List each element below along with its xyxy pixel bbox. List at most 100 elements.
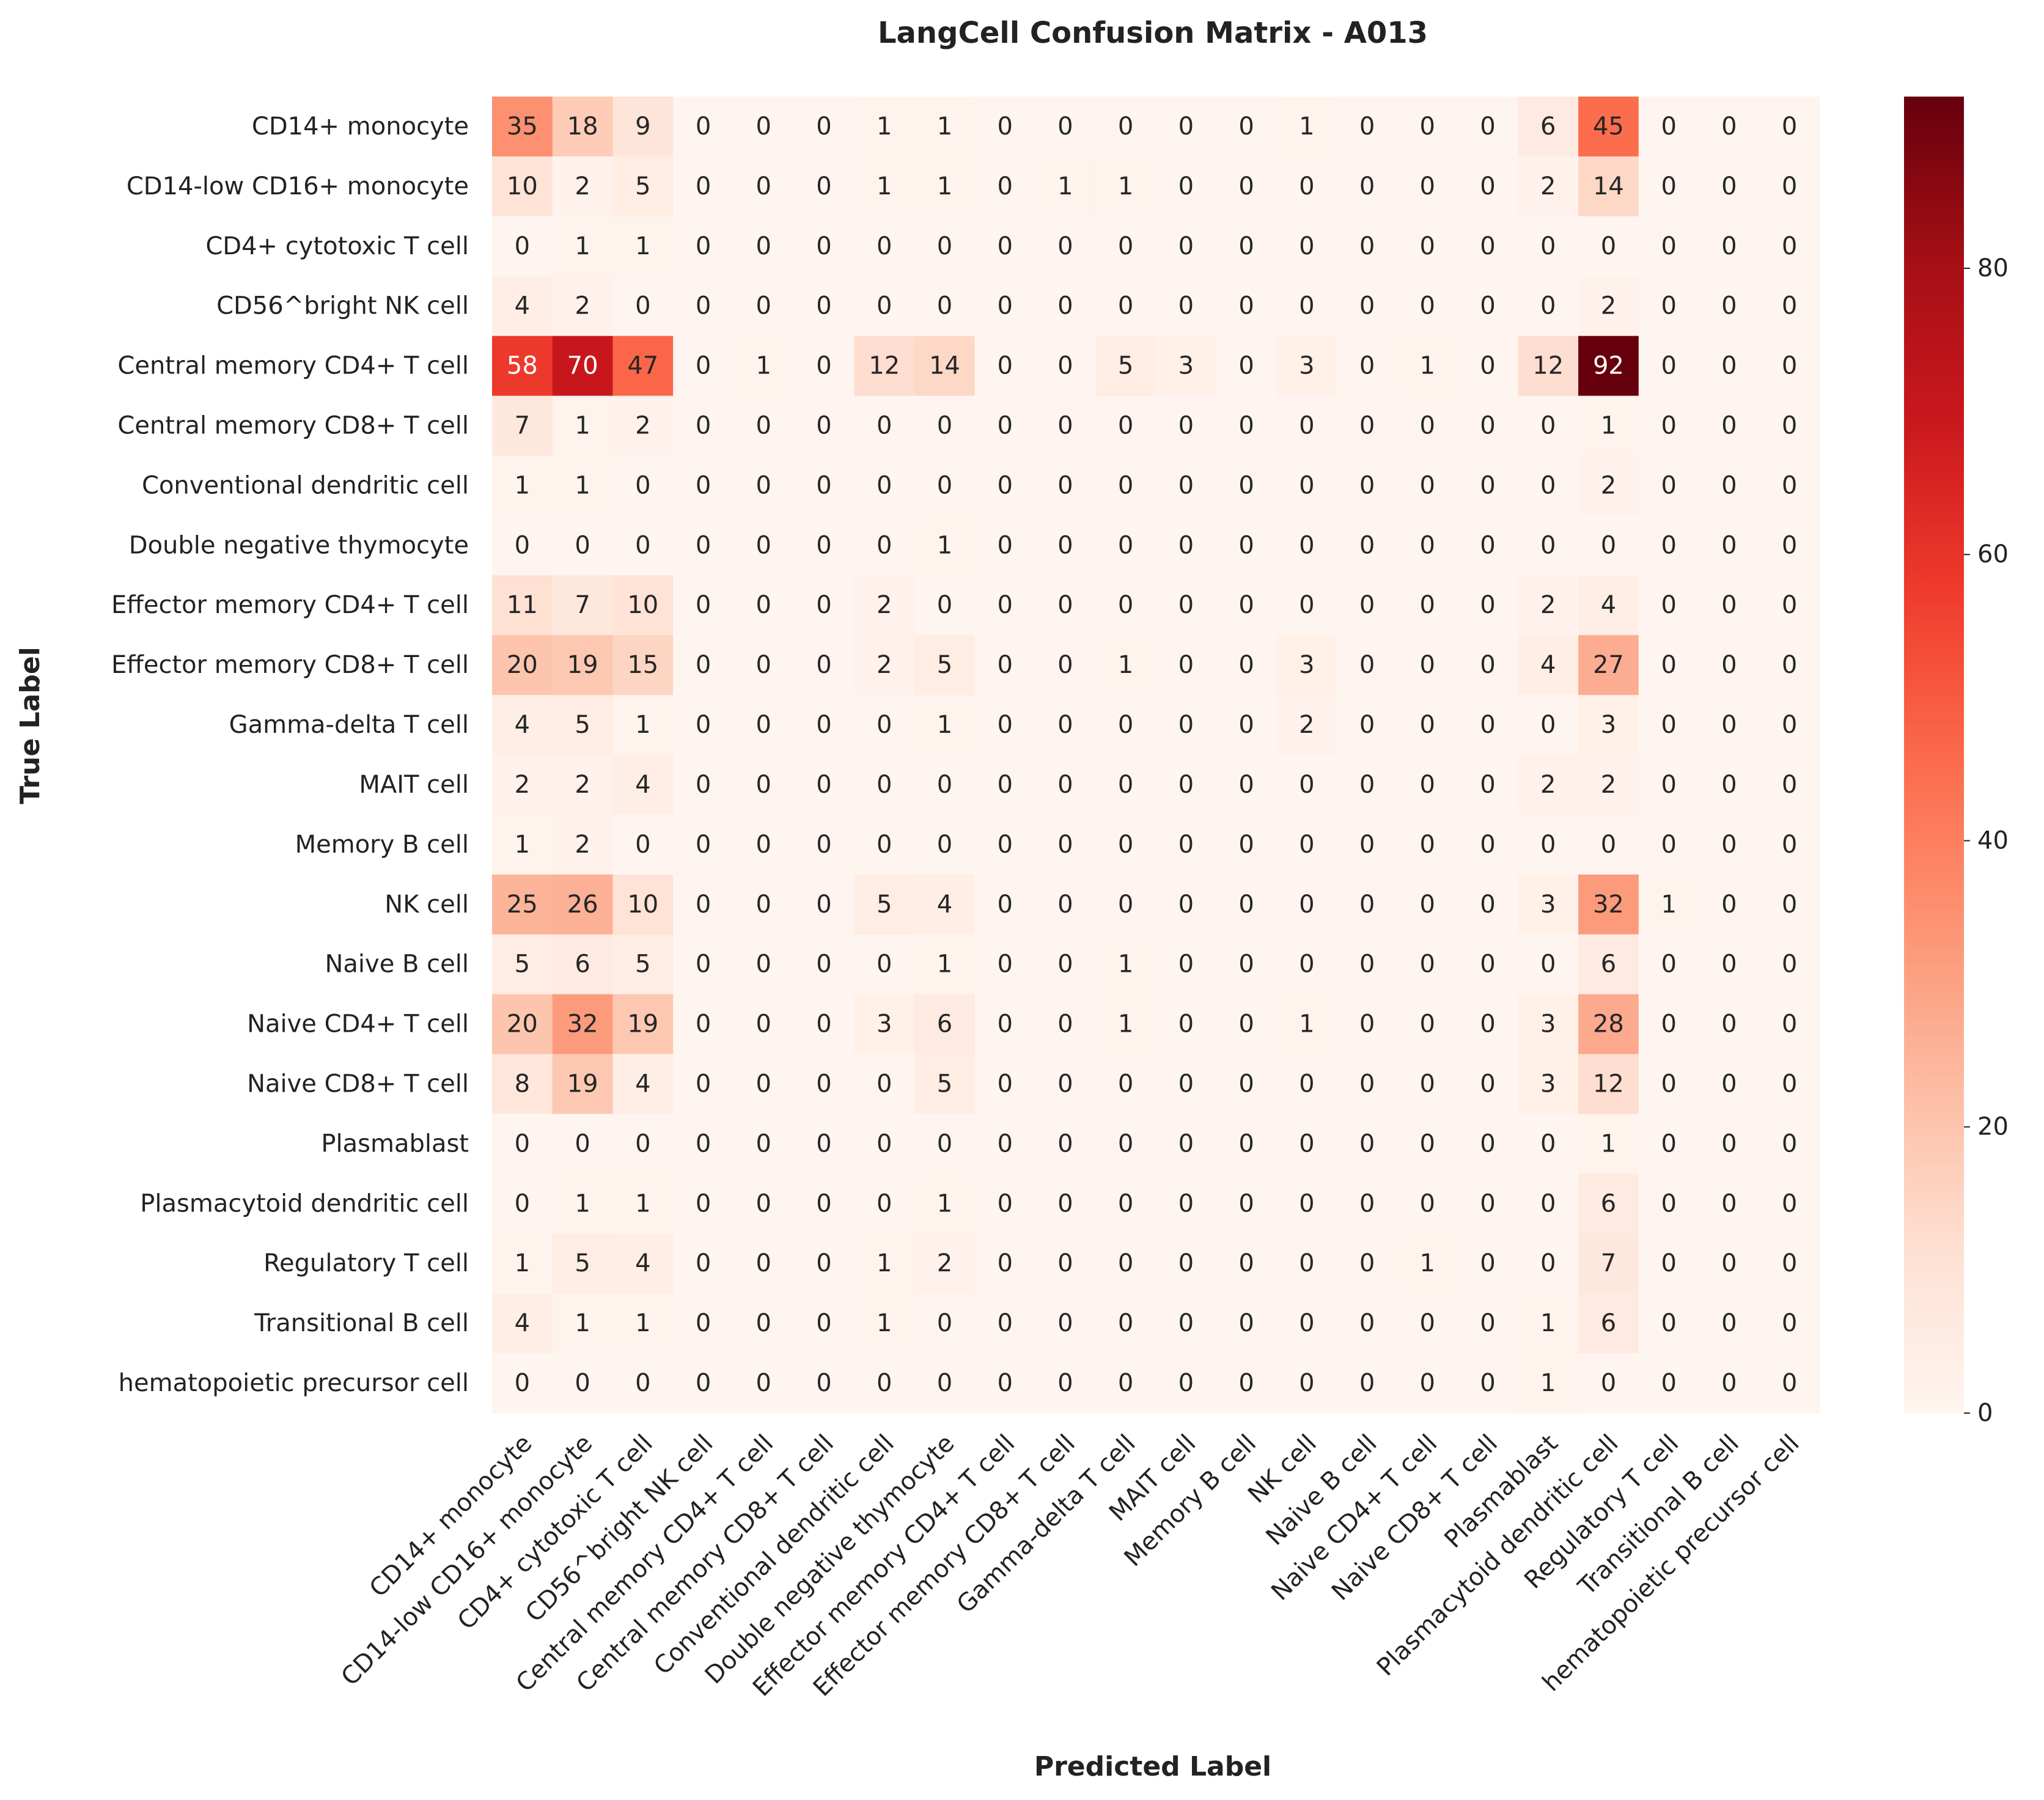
heatmap-cell (914, 635, 976, 696)
heatmap-cell-value: 1 (1057, 172, 1073, 200)
heatmap-cell-value: 0 (1480, 1189, 1495, 1218)
heatmap-cell (1457, 156, 1518, 217)
heatmap-cell-value: 6 (937, 1010, 952, 1038)
heatmap-cell (1518, 276, 1579, 337)
heatmap-cell (1035, 755, 1096, 815)
heatmap-cell (673, 1353, 734, 1414)
heatmap-cell-value: 0 (1118, 1309, 1133, 1337)
heatmap-cell-value: 2 (515, 771, 530, 799)
heatmap-cell-value: 3 (1540, 1010, 1556, 1038)
heatmap-cell (1518, 455, 1579, 516)
heatmap-cell (612, 1293, 674, 1354)
heatmap-cell-value: 1 (937, 112, 952, 141)
heatmap-cell (1457, 635, 1518, 696)
heatmap-cell (1216, 994, 1278, 1055)
heatmap-cell (1638, 336, 1700, 397)
heatmap-cell-value: 0 (1721, 1130, 1737, 1158)
heatmap-cell-value: 5 (937, 1070, 952, 1098)
heatmap-cell (1457, 1174, 1518, 1234)
heatmap-cell-value: 19 (567, 651, 598, 679)
heatmap-cell (1337, 1233, 1398, 1294)
heatmap-cell-value: 0 (997, 711, 1012, 739)
heatmap-cell-value: 0 (756, 1189, 771, 1218)
heatmap-cell-value: 6 (575, 950, 590, 979)
heatmap-cell-value: 0 (1721, 1249, 1737, 1277)
heatmap-cell (1337, 1353, 1398, 1414)
heatmap-cell-value: 0 (1661, 412, 1676, 440)
heatmap-cell (552, 575, 614, 636)
heatmap-cell (1699, 635, 1760, 696)
heatmap-cell (854, 1114, 915, 1174)
heatmap-cell (492, 1233, 553, 1294)
colorbar-gradient (1904, 97, 1964, 1413)
heatmap-cell (1518, 1174, 1579, 1234)
heatmap-cell-value: 0 (1661, 831, 1676, 859)
heatmap-cell-value: 0 (1178, 1010, 1194, 1038)
heatmap-cell-value: 1 (575, 232, 590, 260)
heatmap-cell (854, 156, 915, 217)
heatmap-cell-value: 0 (1178, 1249, 1194, 1277)
heatmap-cell-value: 0 (1782, 831, 1797, 859)
heatmap-cell-value: 0 (1178, 891, 1194, 919)
heatmap-cell-value: 0 (816, 412, 831, 440)
heatmap-cell (1216, 575, 1278, 636)
heatmap-cell (1035, 994, 1096, 1055)
heatmap-cell (1638, 97, 1700, 157)
heatmap-cell (673, 994, 734, 1055)
heatmap-cell (1518, 934, 1579, 995)
heatmap-cell (1518, 1233, 1579, 1294)
heatmap-cell-value: 1 (1420, 1249, 1435, 1277)
heatmap-cell (1156, 994, 1217, 1055)
heatmap-cell-value: 0 (756, 891, 771, 919)
heatmap-cell-value: 0 (696, 352, 711, 380)
heatmap-cell-value: 0 (1178, 1189, 1194, 1218)
heatmap-cell (1578, 515, 1639, 576)
heatmap-cell-value: 70 (567, 352, 598, 380)
heatmap-cell-value: 0 (1238, 1070, 1254, 1098)
heatmap-cell (1457, 455, 1518, 516)
heatmap-cell-value: 0 (1782, 651, 1797, 679)
heatmap-cell-value: 0 (696, 1070, 711, 1098)
heatmap-cell-value: 0 (515, 1189, 530, 1218)
heatmap-cell (1035, 575, 1096, 636)
row-tick-label: Naive B cell (325, 950, 469, 979)
heatmap-cell (793, 575, 855, 636)
heatmap-cell-value: 0 (1721, 112, 1737, 141)
heatmap-cell-value: 0 (1359, 1010, 1375, 1038)
heatmap-cell-value: 0 (1661, 1010, 1676, 1038)
heatmap-cell-value: 0 (1480, 651, 1495, 679)
heatmap-cell (1095, 276, 1156, 337)
heatmap-cell (1156, 276, 1217, 337)
heatmap-cell-value: 9 (635, 112, 650, 141)
heatmap-cell-value: 19 (627, 1010, 658, 1038)
heatmap-cell (1216, 1353, 1278, 1414)
heatmap-cell (1699, 934, 1760, 995)
heatmap-cell-value: 0 (1057, 831, 1073, 859)
heatmap-cell-value: 0 (1238, 950, 1254, 979)
heatmap-cell (1276, 97, 1337, 157)
heatmap-cell (1578, 1293, 1639, 1354)
heatmap-cell-value: 0 (696, 1130, 711, 1158)
heatmap-cell (914, 755, 976, 815)
heatmap-cell-value: 0 (696, 172, 711, 200)
heatmap-cell (733, 874, 795, 935)
heatmap-cell (1156, 515, 1217, 576)
heatmap-cell-labels: 35 18 9 0 0 0 1 1 0 0 0 0 0 1 0 0 0 6 45 0 0 010 2 5 0 0 0 1 1 0 1 1 0 0 0… (507, 112, 1797, 1397)
heatmap-cell (1337, 934, 1398, 995)
heatmap-cell-value: 0 (1178, 172, 1194, 200)
heatmap-cell (1397, 395, 1458, 457)
heatmap-cell-value: 0 (1782, 172, 1797, 200)
heatmap-cell (1337, 216, 1398, 277)
heatmap-cell-value: 5 (515, 950, 530, 979)
heatmap-cell (914, 1054, 976, 1115)
heatmap-cell (974, 336, 1036, 397)
heatmap-cell-value: 0 (1782, 1130, 1797, 1158)
heatmap-cell (612, 635, 674, 696)
heatmap-cell-value: 0 (1661, 771, 1676, 799)
heatmap-cell (492, 276, 553, 337)
heatmap-cell-value: 0 (816, 1130, 831, 1158)
heatmap-cell (974, 994, 1036, 1055)
heatmap-cell-value: 0 (696, 232, 711, 260)
heatmap-cell (1759, 97, 1820, 157)
heatmap-cell (1578, 1174, 1639, 1234)
